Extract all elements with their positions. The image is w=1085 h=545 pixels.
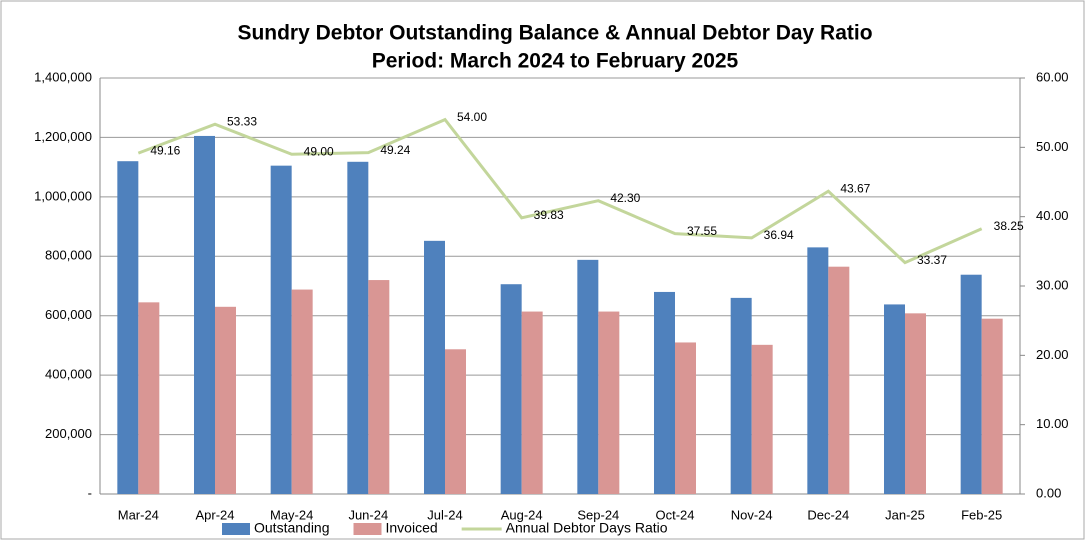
data-label: 43.67 (840, 181, 870, 195)
y-tick-label: 200,000 (45, 426, 92, 441)
bar (347, 161, 369, 494)
bar (577, 259, 599, 494)
chart-title: Sundry Debtor Outstanding Balance & Annu… (237, 22, 872, 45)
bar (981, 318, 1003, 494)
legend-swatch (222, 523, 250, 535)
bar (828, 266, 850, 494)
data-label: 37.55 (687, 224, 717, 238)
data-label: 42.30 (610, 191, 640, 205)
bar (654, 291, 675, 494)
x-tick-label: Jun-24 (348, 507, 388, 522)
bar (368, 280, 390, 494)
bar (215, 306, 236, 494)
x-tick-label: Dec-24 (807, 507, 849, 522)
legend-label: Annual Debtor Days Ratio (506, 520, 668, 536)
x-tick-label: Apr-24 (195, 507, 234, 522)
legend-label: Outstanding (254, 520, 330, 536)
y2-tick-label: 50.00 (1036, 139, 1069, 154)
y2-tick-label: 40.00 (1036, 208, 1069, 223)
y2-tick-label: 10.00 (1036, 416, 1069, 431)
bar (730, 297, 752, 494)
x-tick-label: May-24 (270, 507, 313, 522)
y-tick-label: 1,000,000 (34, 188, 92, 203)
x-tick-label: Jul-24 (427, 507, 462, 522)
bar (500, 284, 522, 494)
legend-label: Invoiced (386, 520, 438, 536)
bar (270, 165, 292, 494)
y2-tick-label: 60.00 (1036, 69, 1069, 84)
bar (884, 304, 905, 494)
y-tick-label: 600,000 (45, 307, 92, 322)
legend-swatch (353, 523, 382, 535)
y-tick-label: 800,000 (45, 248, 92, 263)
x-tick-label: Oct-24 (655, 507, 694, 522)
y-tick-label: - (88, 485, 92, 500)
y2-tick-label: 30.00 (1036, 277, 1069, 292)
bar (138, 302, 160, 494)
y-tick-label: 1,200,000 (34, 129, 92, 144)
data-label: 36.94 (764, 228, 794, 242)
data-label: 38.25 (994, 219, 1024, 233)
x-tick-label: Nov-24 (731, 507, 773, 522)
x-tick-label: Feb-25 (961, 507, 1002, 522)
data-label: 49.24 (380, 143, 410, 157)
x-tick-label: Mar-24 (118, 507, 159, 522)
bar (751, 344, 773, 494)
x-tick-label: Aug-24 (501, 507, 543, 522)
data-label: 33.37 (917, 253, 947, 267)
x-tick-label: Jan-25 (885, 507, 925, 522)
bar (424, 240, 445, 494)
x-tick-label: Sep-24 (577, 507, 619, 522)
bar (194, 135, 215, 494)
y2-tick-label: 20.00 (1036, 347, 1069, 362)
bar (905, 313, 926, 494)
bar (291, 289, 313, 494)
bar (960, 274, 982, 494)
data-label: 53.33 (227, 114, 257, 128)
y2-tick-label: 0.00 (1036, 485, 1061, 500)
bar (807, 247, 829, 494)
bar (675, 342, 696, 494)
y-tick-label: 400,000 (45, 367, 92, 382)
line (137, 117, 983, 265)
chart-subtitle: Period: March 2024 to February 2025 (372, 50, 739, 73)
bar (445, 349, 466, 494)
data-label: 39.83 (534, 208, 564, 222)
data-label: 49.16 (150, 143, 180, 157)
data-label: 54.00 (457, 110, 487, 124)
y-tick-label: 1,400,000 (34, 69, 92, 84)
bar (117, 161, 139, 494)
bar (598, 311, 620, 494)
bar (521, 311, 543, 494)
data-label: 49.00 (304, 144, 334, 158)
